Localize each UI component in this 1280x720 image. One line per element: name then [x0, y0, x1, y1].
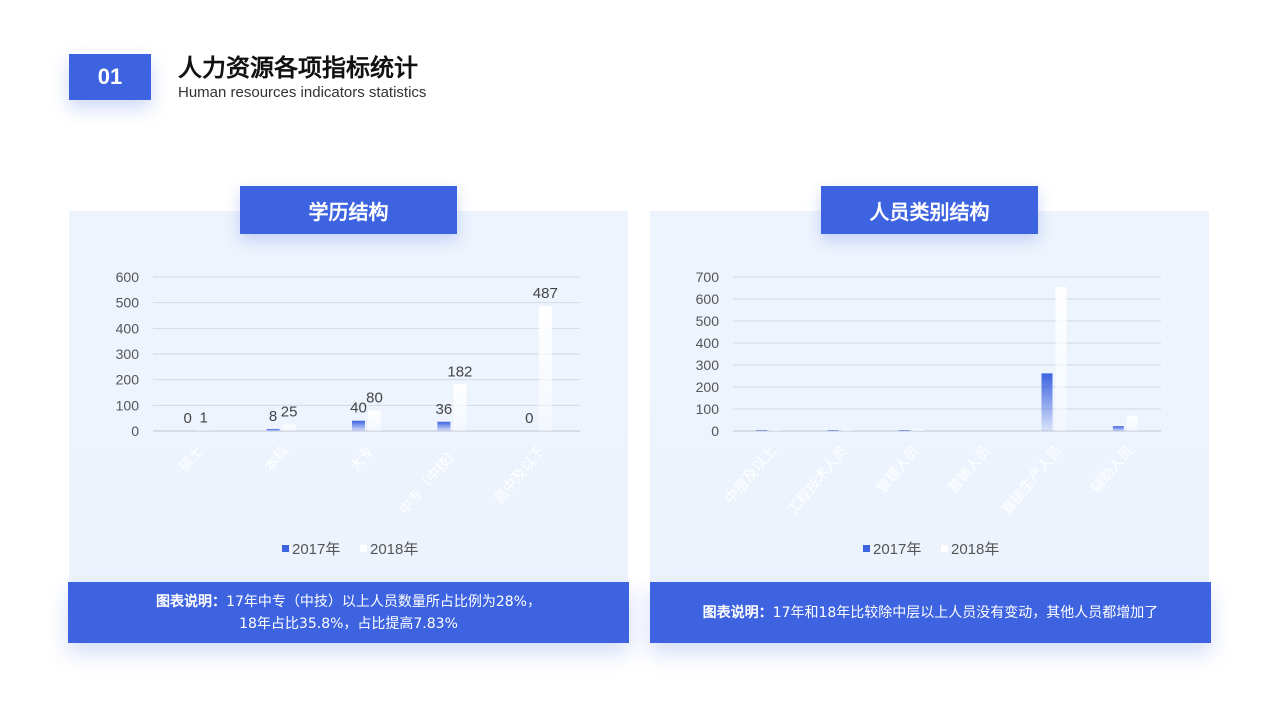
staff-category-chart: 0 100 200 300 400 500 600 700 中层及以上 工程技术人员 管理人员 营销人…: [696, 269, 1161, 558]
bar-2017: [827, 430, 839, 431]
staff-category-caption-label: 图表说明：: [702, 604, 773, 621]
bar-2018: [841, 429, 853, 431]
y-tick-label: 700: [696, 269, 720, 285]
education-caption-label: 图表说明：: [156, 593, 227, 610]
staff-category-caption: 图表说明：17年和18年比较除中层以上人员没有变动，其他人员都增加了: [650, 582, 1211, 643]
bar-2018: [453, 384, 467, 431]
data-label: 0: [184, 410, 192, 427]
bar-2018: [282, 424, 296, 431]
data-label: 8: [269, 408, 277, 425]
y-tick-label: 200: [116, 372, 140, 388]
y-tick-label: 100: [696, 401, 720, 417]
y-tick-label: 200: [696, 379, 720, 395]
data-label: 36: [436, 401, 453, 418]
y-tick-label: 300: [116, 346, 140, 362]
education-caption-line2: 18年占比35.8%，占比提高7.83%: [239, 615, 458, 632]
data-label: 487: [533, 285, 558, 302]
bar-2018: [770, 430, 782, 431]
y-tick-label: 600: [116, 269, 140, 285]
category-label: 工程技术人员: [784, 443, 850, 518]
category-label: 直接生产人员: [998, 443, 1064, 518]
y-tick-label: 500: [116, 295, 140, 311]
legend-swatch-2018: [360, 545, 367, 552]
bar-2017: [1112, 426, 1124, 431]
category-label: 中专（中技）: [396, 443, 462, 518]
category-label: 大专: [347, 443, 377, 475]
education-chart-panel: 0 100 200 300 400 500 600 0 1 硕士 8 25 本科 40 80 大专 36 182 中…: [69, 211, 628, 583]
education-chart-title: 学历结构: [240, 186, 457, 234]
y-tick-label: 0: [131, 423, 139, 439]
education-caption-line1: 17年中专（中技）以上人员数量所占比例为28%，: [226, 593, 541, 610]
bar-2018: [912, 428, 924, 431]
legend-swatch-2017: [282, 545, 289, 552]
legend-label-2017: 2017年: [292, 541, 340, 558]
y-tick-label: 600: [696, 291, 720, 307]
y-tick-label: 0: [711, 423, 719, 439]
bar-2017: [756, 430, 768, 431]
category-label: 硕士: [176, 443, 206, 475]
legend-label-2018: 2018年: [951, 541, 999, 558]
bar-2017: [1041, 373, 1053, 431]
data-label: 25: [281, 404, 298, 421]
y-tick-label: 100: [116, 397, 140, 413]
legend-swatch-2017: [863, 545, 870, 552]
bar-2018: [1055, 286, 1067, 431]
legend-label-2018: 2018年: [370, 541, 418, 558]
category-label: 管理人员: [873, 443, 921, 496]
y-tick-label: 300: [696, 357, 720, 373]
category-label: 本科: [261, 443, 291, 475]
data-label: 1: [200, 410, 208, 427]
education-caption: 图表说明：17年中专（中技）以上人员数量所占比例为28%， 18年占比35.8%…: [68, 582, 629, 643]
section-number-badge: 01: [69, 54, 151, 100]
y-tick-label: 400: [116, 320, 140, 336]
legend-swatch-2018: [941, 545, 948, 552]
data-label: 40: [350, 400, 367, 417]
y-tick-label: 500: [696, 313, 720, 329]
bar-2018: [368, 410, 381, 431]
category-label: 营销人员: [945, 443, 993, 496]
page-title: 人力资源各项指标统计: [178, 54, 418, 82]
data-label: 80: [366, 389, 383, 406]
bar-2018: [1126, 415, 1138, 431]
staff-category-chart-panel: 0 100 200 300 400 500 600 700 中层及以上 工程技术人员 管理人员 营销人…: [650, 211, 1209, 583]
legend-label-2017: 2017年: [873, 541, 921, 558]
staff-category-caption-line1: 17年和18年比较除中层以上人员没有变动，其他人员都增加了: [772, 604, 1159, 621]
bar-2017: [437, 421, 451, 431]
category-label: 中层及以上: [722, 443, 779, 507]
data-label: 182: [447, 363, 472, 380]
y-tick-label: 400: [696, 335, 720, 351]
bar-2018: [538, 306, 552, 431]
data-label: 0: [525, 410, 533, 427]
bar-2017: [898, 430, 910, 431]
bar-2017: [352, 420, 365, 431]
bar-2017: [266, 428, 280, 431]
category-label: 高中及以下: [490, 443, 547, 507]
category-label: 辅助人员: [1087, 443, 1135, 496]
staff-category-chart-title: 人员类别结构: [821, 186, 1038, 234]
page-subtitle: Human resources indicators statistics: [178, 84, 427, 101]
